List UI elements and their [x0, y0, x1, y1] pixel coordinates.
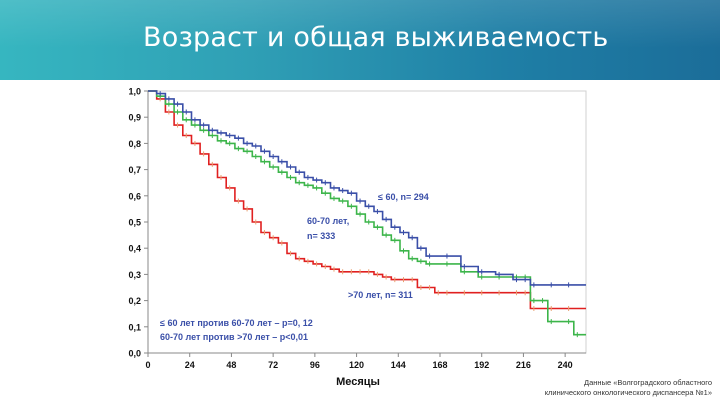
header-sheen — [0, 0, 720, 80]
x-tick-label: 240 — [558, 360, 573, 370]
x-tick-label: 192 — [474, 360, 489, 370]
y-tick-label: 0,1 — [128, 322, 141, 332]
legend-label-60-70-line2: n= 333 — [307, 231, 335, 241]
legend-label-60-70-line1: 60-70 лет, — [307, 216, 349, 226]
annotation-pvalue-1: ≤ 60 лет против 60-70 лет – p=0, 12 — [160, 318, 313, 328]
y-tick-label: 0,4 — [128, 244, 141, 254]
y-tick-label: 0,7 — [128, 165, 141, 175]
series-lines — [148, 90, 586, 338]
y-ticks: 0,0 0,1 0,2 0,3 0,4 0,5 0,6 0,7 0,8 0,9 1,0 — [128, 87, 148, 359]
source-footnote: Данные «Волгоградского областного клинич… — [512, 378, 712, 398]
y-tick-label: 0,2 — [128, 296, 141, 306]
x-axis-label: Месяцы — [336, 376, 380, 388]
series-line-0 — [148, 90, 586, 286]
x-tick-label: 168 — [432, 360, 447, 370]
x-tick-label: 216 — [516, 360, 531, 370]
x-tick-label: 96 — [310, 360, 320, 370]
x-tick-label: 0 — [145, 360, 150, 370]
footnote-line-1: Данные «Волгоградского областного — [584, 378, 712, 387]
legend-label-gt70: >70 лет, n= 311 — [348, 290, 413, 300]
y-tick-label: 1,0 — [128, 87, 141, 97]
x-tick-label: 72 — [268, 360, 278, 370]
series-line-1 — [148, 90, 586, 336]
survival-chart: 0,0 0,1 0,2 0,3 0,4 0,5 0,6 0,7 0,8 0,9 1,0 0 24 48 7… — [110, 86, 600, 398]
footnote-line-2: клинического онкологического диспансера … — [544, 388, 712, 397]
legend-label-le60: ≤ 60, n= 294 — [378, 192, 429, 202]
survival-chart-svg: 0,0 0,1 0,2 0,3 0,4 0,5 0,6 0,7 0,8 0,9 1,0 0 24 48 7… — [128, 87, 587, 388]
y-tick-label: 0,5 — [128, 218, 141, 228]
x-tick-label: 120 — [349, 360, 364, 370]
x-ticks: 0 24 48 72 96 120 144 168 192 216 240 — [145, 353, 573, 370]
page-title: Возраст и общая выживаемость — [143, 22, 609, 53]
y-tick-label: 0,9 — [128, 113, 141, 123]
y-tick-label: 0,0 — [128, 349, 141, 359]
header-banner: Возраст и общая выживаемость — [0, 0, 720, 80]
x-tick-label: 144 — [391, 360, 406, 370]
y-tick-label: 0,8 — [128, 139, 141, 149]
y-tick-label: 0,6 — [128, 191, 141, 201]
y-tick-label: 0,3 — [128, 270, 141, 280]
x-tick-label: 48 — [226, 360, 236, 370]
series-line-2 — [148, 90, 586, 310]
annotation-pvalue-2: 60-70 лет против >70 лет – p<0,01 — [160, 332, 308, 342]
x-tick-label: 24 — [185, 360, 195, 370]
